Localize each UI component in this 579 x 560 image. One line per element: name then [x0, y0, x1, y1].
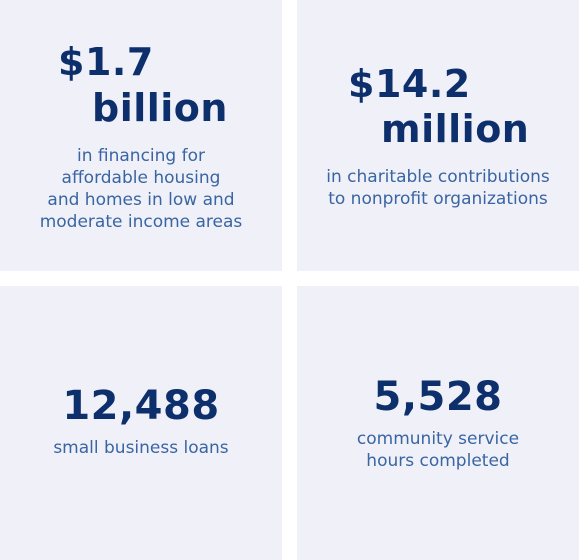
stat-description-line: small business loans [53, 438, 229, 458]
stat-description-line: in charitable contributions [326, 167, 550, 187]
stat-tile-community-service: 5,528 community service hours completed [297, 286, 579, 560]
stat-tile-housing-financing: $1.7 billion in financing for affordable… [0, 0, 282, 271]
stat-description-line: to nonprofit organizations [328, 189, 548, 209]
stat-amount: $14.2 [348, 62, 471, 106]
stat-description-line: community service [356, 429, 520, 449]
stat-description: in financing for affordable housing and … [0, 145, 282, 233]
stat-unit: million [381, 107, 530, 151]
stat-unit: billion [92, 86, 228, 130]
stat-description-line: hours completed [366, 451, 510, 471]
stat-description-line: and homes in low and [47, 190, 235, 210]
stat-description: community service hours completed [297, 428, 579, 472]
stat-description-line: affordable housing [61, 168, 221, 188]
stat-tile-small-business-loans: 12,488 small business loans [0, 286, 282, 560]
stat-description: small business loans [0, 437, 282, 459]
stat-amount: 5,528 [373, 374, 503, 420]
stat-description-line: moderate income areas [39, 212, 243, 232]
stat-amount: 12,488 [62, 383, 220, 429]
stat-description-line: in financing for [77, 146, 205, 166]
stat-amount: $1.7 [58, 40, 154, 84]
stat-description: in charitable contributions to nonprofit… [297, 166, 579, 210]
stat-tile-charitable-contributions: $14.2 million in charitable contribution… [297, 0, 579, 271]
